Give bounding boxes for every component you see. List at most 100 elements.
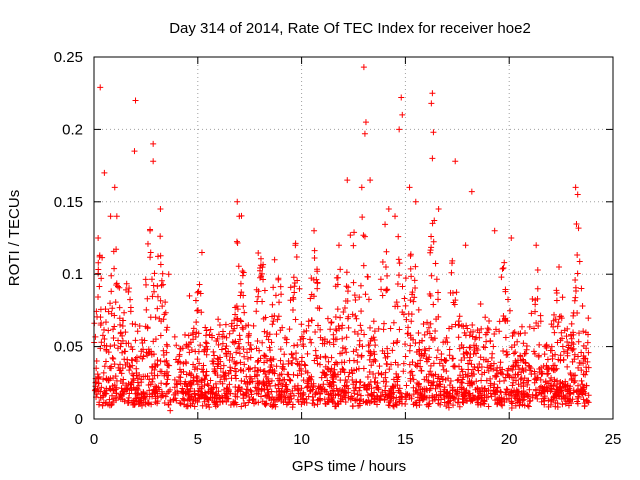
data-point [375,386,382,393]
data-point [400,360,407,367]
data-point [356,294,363,301]
data-point [582,355,589,362]
data-point [203,351,210,358]
data-point [273,388,280,395]
data-point [427,382,434,389]
data-point [196,396,203,403]
data-point [237,336,244,343]
data-point [503,348,510,355]
data-point-outlier [572,184,579,191]
data-point [121,356,128,363]
data-point [454,377,461,384]
data-point [461,354,468,361]
data-point [562,400,569,407]
data-point [140,390,147,397]
data-point [157,233,164,240]
data-point [556,313,563,320]
data-point [390,376,397,383]
data-point [414,380,421,387]
data-point [511,341,518,348]
data-point [526,398,533,405]
data-point [173,342,180,349]
data-point [264,357,271,364]
data-point [174,359,181,366]
data-point [187,402,194,409]
data-point [353,346,360,353]
data-point [520,368,527,375]
data-point [425,401,432,408]
data-point [231,339,238,346]
data-point [571,356,578,363]
data-point [371,336,378,343]
data-point [354,358,361,365]
data-point [175,358,182,365]
data-point [416,401,423,408]
data-point [182,331,188,338]
data-point [365,397,372,404]
data-point [365,342,372,349]
data-point [283,339,290,346]
data-point [399,283,406,290]
data-point [517,376,524,383]
data-point [552,392,559,399]
data-point [510,330,517,337]
data-point [269,301,276,308]
data-point [298,358,305,365]
data-point [129,320,136,327]
data-point [307,295,314,302]
data-point [219,397,226,404]
data-point [275,276,282,283]
data-point [251,400,258,407]
data-point [506,307,513,314]
data-point [310,293,317,300]
data-point [384,286,391,293]
data-point [572,284,579,291]
data-point [483,388,490,395]
data-point [128,357,135,364]
data-point [337,392,344,399]
data-point [246,330,253,337]
data-point [163,349,170,356]
data-point [412,263,419,270]
data-point [154,305,161,312]
data-point-outlier [367,177,374,184]
data-point [257,355,264,362]
data-point [174,381,181,388]
data-point [192,364,199,371]
data-point [482,314,489,321]
data-point [522,359,529,366]
data-point [403,382,410,389]
data-point [291,289,298,296]
data-points [91,64,592,414]
data-point [455,334,462,341]
data-point [213,398,220,405]
data-point [238,377,245,384]
data-point [483,377,490,384]
data-point [378,393,385,400]
data-point [418,367,425,374]
data-point [442,358,449,365]
data-point [478,364,485,371]
data-point [116,284,123,291]
data-point [97,394,104,401]
data-point [106,365,113,372]
plot-frame [93,56,614,420]
data-point [405,310,412,317]
data-point [277,357,284,364]
data-point [200,362,207,369]
data-point [214,372,221,379]
data-point [181,396,188,403]
data-point [157,297,164,304]
data-point [362,291,369,298]
data-point [410,391,417,398]
data-point [97,314,104,321]
data-point [532,308,539,315]
data-point [435,289,442,296]
data-point [123,280,130,287]
data-point [413,387,420,394]
data-point [173,397,180,404]
data-point [235,384,242,391]
data-point [571,379,578,386]
data-point [334,306,341,313]
data-point [151,372,158,379]
